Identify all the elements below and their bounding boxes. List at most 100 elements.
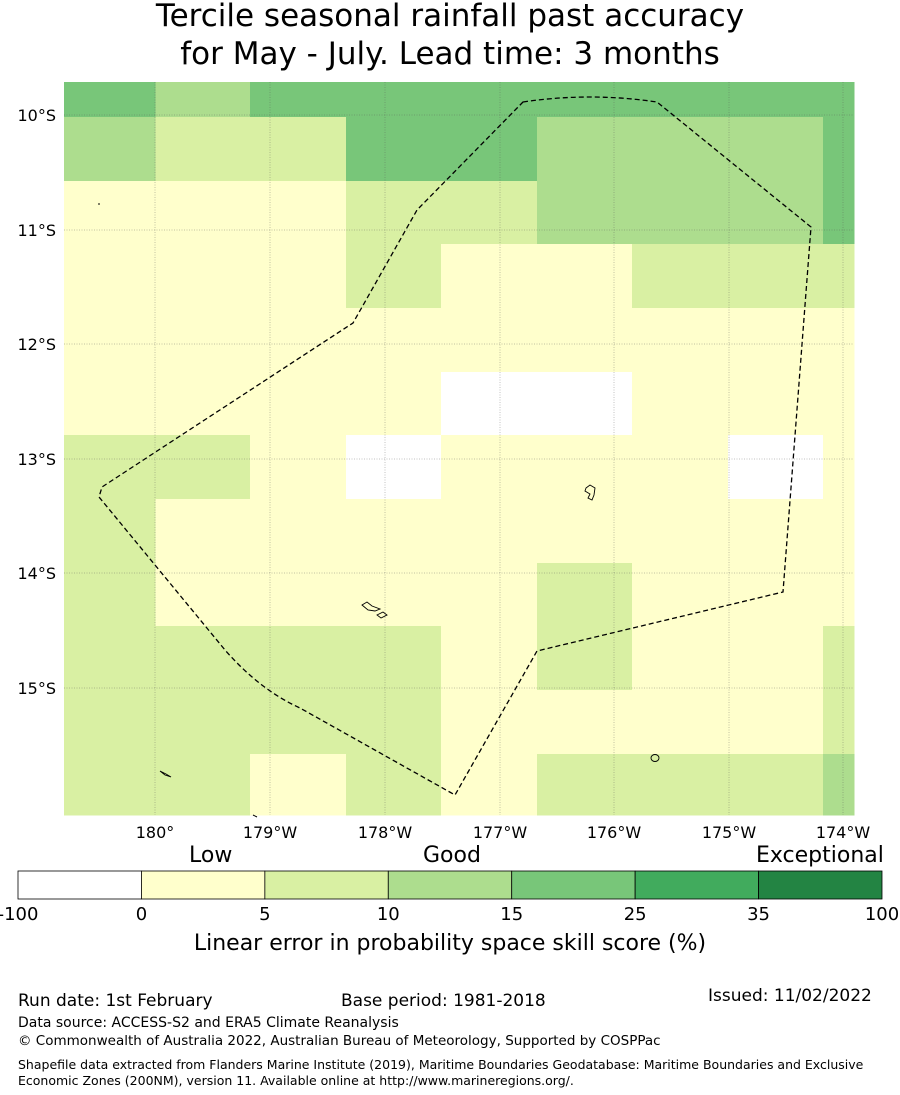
- grid-cell: [250, 499, 347, 564]
- graticule: [64, 82, 854, 815]
- grid-cell: [823, 754, 855, 816]
- grid-cell: [155, 244, 251, 309]
- category-good-label: Good: [423, 843, 481, 868]
- grid-cell: [632, 563, 729, 627]
- island-tick: [252, 814, 258, 818]
- grid-cell: [346, 563, 442, 627]
- grid-cell: [64, 308, 156, 373]
- colorbar-bin: [17, 870, 142, 900]
- longitude-label: 174°W: [816, 823, 871, 842]
- grid-cell: [537, 563, 633, 627]
- grid-cell: [823, 690, 855, 755]
- grid-cell: [155, 563, 251, 627]
- grid-cell: [441, 754, 538, 816]
- grid-cell: [441, 308, 538, 373]
- colorbar-bin: [141, 870, 266, 900]
- grid-cell: [346, 244, 442, 309]
- longitude-label: 179°W: [243, 823, 298, 842]
- grid-cell: [728, 435, 824, 500]
- issued-date: Issued: 11/02/2022: [708, 986, 872, 1006]
- grid-cell: [537, 308, 633, 373]
- eez-boundary: [98, 96, 812, 796]
- grid-cell: [728, 181, 824, 245]
- grid-cell: [346, 435, 442, 500]
- grid-cell: [441, 82, 538, 118]
- latitude-label: 10°S: [17, 106, 56, 125]
- longitude-label: 175°W: [702, 823, 757, 842]
- grid-cell: [64, 499, 156, 564]
- grid-cell: [632, 181, 729, 245]
- grid-cell: [632, 626, 729, 691]
- grid-cell: [64, 626, 156, 691]
- grid-cell: [64, 690, 156, 755]
- colorbar-tick-label: 5: [259, 904, 270, 925]
- grid-cell: [632, 499, 729, 564]
- grid-cell: [632, 244, 729, 309]
- island-small: [650, 754, 660, 762]
- latitude-label: 11°S: [17, 221, 56, 240]
- colorbar-tick-label: 15: [500, 904, 523, 925]
- grid-cell: [250, 626, 347, 691]
- grid-cell: [632, 435, 729, 500]
- island-upolu: [361, 601, 382, 612]
- colorbar-bin: [387, 870, 513, 900]
- longitude-label: 180°: [136, 823, 175, 842]
- latitude-label: 14°S: [17, 564, 56, 583]
- run-date: Run date: 1st February: [18, 991, 213, 1011]
- colorbar-tick-label: 35: [747, 904, 770, 925]
- grid-cell: [250, 82, 347, 118]
- grid-cell: [155, 117, 251, 182]
- grid-cell: [346, 308, 442, 373]
- data-source: Data source: ACCESS-S2 and ERA5 Climate …: [18, 1015, 399, 1031]
- grid-cell: [64, 244, 156, 309]
- grid-cell: [632, 690, 729, 755]
- colorbar-bin: [264, 870, 389, 900]
- grid-cell: [250, 563, 347, 627]
- grid-cell: [64, 754, 156, 816]
- grid-cell: [823, 181, 855, 245]
- shapefile-credit: Shapefile data extracted from Flanders M…: [18, 1057, 864, 1088]
- grid-cell: [537, 435, 633, 500]
- grid-cell: [728, 82, 824, 118]
- skill-grid: [64, 82, 855, 816]
- grid-cell: [250, 308, 347, 373]
- grid-cell: [632, 754, 729, 816]
- grid-cell: [250, 754, 347, 816]
- grid-cell: [823, 244, 855, 309]
- latitude-label: 15°S: [17, 679, 56, 698]
- grid-cell: [537, 372, 633, 436]
- longitude-label: 177°W: [473, 823, 528, 842]
- grid-cell: [537, 626, 633, 691]
- grid-cell: [155, 499, 251, 564]
- grid-cell: [346, 82, 442, 118]
- grid-cell: [632, 372, 729, 436]
- colorbar-tick-label: 100: [865, 904, 899, 925]
- grid-cell: [537, 690, 633, 755]
- grid-cell: [346, 754, 442, 816]
- grid-cell: [346, 117, 442, 182]
- grid-cell: [155, 690, 251, 755]
- grid-cell: [64, 82, 156, 118]
- category-exceptional-label: Exceptional: [756, 843, 884, 868]
- longitude-label: 178°W: [358, 823, 413, 842]
- grid-cell: [728, 372, 824, 436]
- title-line-1: Tercile seasonal rainfall past accuracy: [155, 0, 745, 34]
- grid-cell: [441, 690, 538, 755]
- grid-cell: [632, 117, 729, 182]
- grid-cell: [250, 244, 347, 309]
- grid-cell: [250, 372, 347, 436]
- grid-cell: [64, 372, 156, 436]
- grid-cell: [537, 117, 633, 182]
- grid-cell: [64, 117, 156, 182]
- colorbar-tick-label: 0: [136, 904, 147, 925]
- colorbar-tick-label: -100: [0, 904, 38, 925]
- grid-cell: [728, 563, 824, 627]
- island-southwest: [159, 770, 172, 778]
- grid-cell: [537, 499, 633, 564]
- colorbar-tick-label: 25: [624, 904, 647, 925]
- grid-cell: [632, 308, 729, 373]
- grid-cell: [728, 244, 824, 309]
- island-savaii-east: [376, 611, 388, 619]
- grid-cell: [155, 435, 251, 500]
- grid-cell: [823, 626, 855, 691]
